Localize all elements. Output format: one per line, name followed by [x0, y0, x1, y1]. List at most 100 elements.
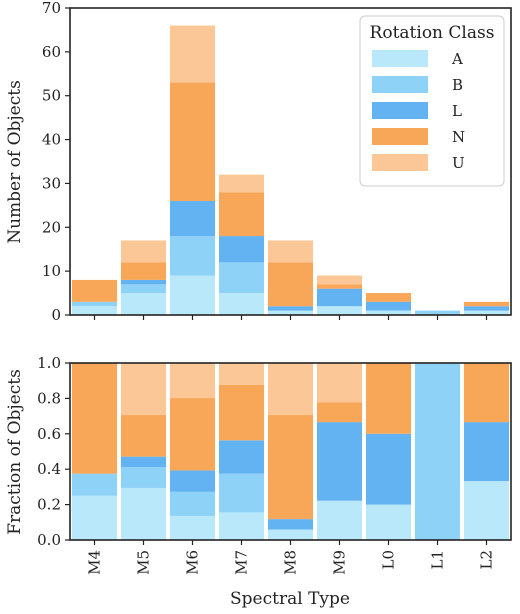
fraction-bar-M7-A	[218, 512, 265, 540]
fraction-bar-M6-A	[169, 515, 216, 540]
count-bars	[71, 25, 510, 315]
count-y-ticks: 0 10 20 30 40 50 60 70	[42, 0, 70, 324]
fraction-bar-M5-U	[120, 363, 167, 416]
count-bar-M6-A	[169, 275, 216, 315]
count-bar-M7-A	[218, 293, 265, 315]
x-tick-label-M7: M7	[233, 550, 251, 575]
fraction-y-tick-label-0.2: 0.2	[37, 496, 61, 514]
count-histogram-panel: 0 10 20 30 40 50 60 70 Number of Objects Rotati…	[5, 0, 512, 324]
count-bar-M4-N	[71, 279, 118, 302]
count-bar-L0-L	[365, 301, 412, 311]
fraction-histogram-panel: 0.0 0.2 0.4 0.6 0.8 1.0 M4 M5 M6 M7 M8 M9 L0 L1 L2 Fr…	[5, 354, 512, 609]
count-bar-M7-B	[218, 262, 265, 294]
fraction-bar-M4-N	[71, 363, 118, 474]
legend-swatch-L	[372, 102, 428, 119]
count-y-tick-label-60: 60	[42, 43, 61, 61]
count-bar-M5-A	[120, 293, 167, 315]
legend-label-L: L	[452, 102, 462, 120]
fraction-bar-M5-L	[120, 456, 167, 468]
fraction-bar-L0-N	[365, 363, 412, 434]
legend-swatch-N	[372, 128, 428, 145]
fraction-bar-M8-U	[267, 363, 314, 416]
legend-label-A: A	[451, 50, 463, 68]
x-tick-label-L0: L0	[380, 550, 398, 570]
fraction-y-tick-label-0.4: 0.4	[37, 460, 61, 478]
legend-swatch-B	[372, 76, 428, 93]
fraction-bar-M5-A	[120, 487, 167, 540]
count-bar-M9-U	[316, 275, 363, 285]
fraction-bar-M6-L	[169, 470, 216, 492]
x-tick-label-L2: L2	[478, 550, 496, 570]
legend-label-N: N	[452, 128, 465, 146]
fraction-bar-M7-U	[218, 362, 265, 385]
x-tick-label-M5: M5	[135, 550, 153, 575]
fraction-bar-L0-L	[365, 433, 412, 505]
count-bar-M9-N	[316, 284, 363, 289]
count-bar-M8-U	[267, 240, 314, 263]
fraction-bar-M7-L	[218, 440, 265, 474]
count-bar-L0-N	[365, 293, 412, 302]
count-y-tick-label-20: 20	[42, 218, 61, 236]
fraction-y-axis-label: Fraction of Objects	[5, 369, 25, 535]
count-bar-L0-A	[365, 310, 412, 315]
legend-label-B: B	[452, 76, 463, 94]
x-axis-label: Spectral Type	[230, 589, 350, 609]
legend-title: Rotation Class	[370, 23, 495, 43]
count-bar-M5-U	[120, 240, 167, 263]
fraction-y-tick-label-0: 0.0	[37, 531, 61, 549]
fraction-bar-M7-N	[218, 384, 265, 441]
count-bar-L2-N	[463, 301, 510, 307]
count-y-axis-label: Number of Objects	[5, 80, 25, 244]
count-y-tick-label-0: 0	[51, 306, 61, 324]
legend-swatch-U	[372, 154, 428, 171]
count-bar-M6-L	[169, 200, 216, 237]
fraction-bar-M5-B	[120, 467, 167, 488]
fraction-bar-M4-A	[71, 495, 118, 540]
count-y-tick-label-40: 40	[42, 131, 61, 149]
fraction-bar-L1-B	[414, 363, 461, 540]
count-bar-M7-N	[218, 192, 265, 237]
count-bar-L2-A	[463, 310, 510, 315]
count-bar-M8-N	[267, 262, 314, 307]
count-x-ticks	[93, 315, 488, 320]
count-y-tick-label-70: 70	[42, 0, 61, 17]
count-bar-L2-L	[463, 306, 510, 311]
count-bar-M7-U	[218, 174, 265, 193]
fraction-bar-L2-L	[463, 422, 510, 482]
fraction-bar-M9-L	[316, 422, 363, 501]
fraction-bar-M8-A	[267, 529, 314, 540]
fraction-bar-L2-A	[463, 481, 510, 540]
fraction-y-tick-label-1: 1.0	[37, 354, 61, 372]
fraction-bar-M8-N	[267, 415, 314, 520]
fraction-bar-M6-U	[169, 363, 216, 399]
x-tick-label-M9: M9	[331, 550, 349, 575]
fraction-bar-L0-A	[365, 504, 412, 540]
fraction-bar-L2-N	[463, 363, 510, 423]
fraction-bar-M4-B	[71, 473, 118, 496]
fraction-bar-M6-B	[169, 491, 216, 516]
fraction-bar-M9-N	[316, 402, 363, 423]
fraction-bar-M8-L	[267, 519, 314, 530]
count-bar-M5-N	[120, 262, 167, 280]
count-bar-M8-L	[267, 306, 314, 311]
count-bar-M7-L	[218, 236, 265, 263]
fraction-bar-M5-N	[120, 415, 167, 457]
count-y-tick-label-50: 50	[42, 87, 61, 105]
x-tick-label-M6: M6	[184, 550, 202, 575]
count-bar-M5-L	[120, 279, 167, 285]
fraction-x-ticks: M4 M5 M6 M7 M8 M9 L0 L1 L2	[86, 540, 496, 575]
legend-label-U: U	[452, 154, 465, 172]
count-bar-M6-U	[169, 25, 216, 83]
count-y-tick-label-10: 10	[42, 262, 61, 280]
x-tick-label-M4: M4	[86, 550, 104, 575]
count-bar-M8-A	[267, 310, 314, 315]
fraction-y-ticks: 0.0 0.2 0.4 0.6 0.8 1.0	[37, 354, 70, 549]
count-bar-M4-B	[71, 301, 118, 307]
count-bar-L1-B	[414, 310, 461, 315]
fraction-bar-M6-N	[169, 398, 216, 471]
x-tick-label-M8: M8	[282, 550, 300, 575]
count-bar-M4-A	[71, 306, 118, 315]
fraction-bar-M9-A	[316, 500, 363, 540]
fraction-bar-M7-B	[218, 473, 265, 513]
